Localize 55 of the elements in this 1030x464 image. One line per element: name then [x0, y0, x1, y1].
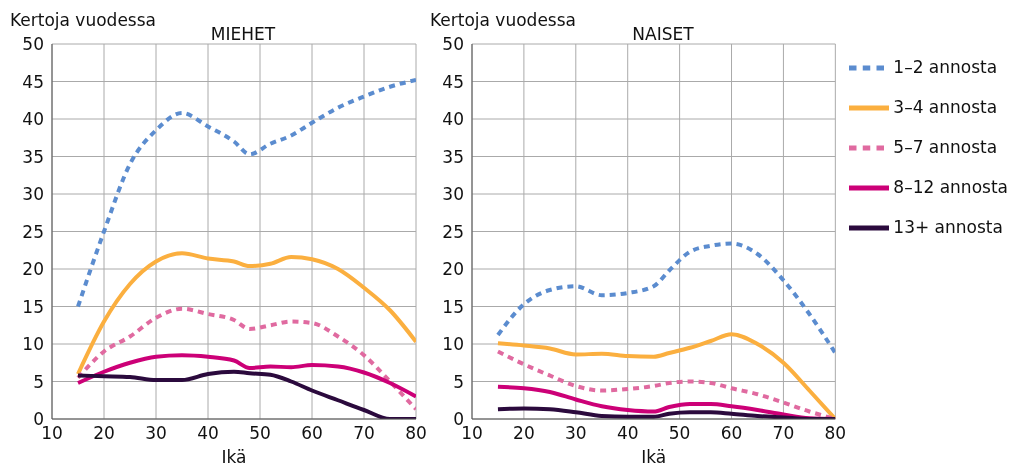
legend-label: 1–2 annosta	[893, 57, 998, 77]
y-tick-label: 45	[442, 71, 464, 92]
x-tick-label: 30	[564, 423, 587, 444]
chart-title: NAISET	[632, 24, 694, 44]
x-axis-title: Ikä	[641, 447, 667, 464]
y-tick-label: 0	[453, 409, 464, 430]
y-tick-label: 35	[442, 146, 464, 167]
line-series	[76, 78, 416, 309]
x-tick-label: 20	[513, 423, 535, 444]
y-tick-label: 40	[442, 109, 464, 130]
legend-label: 8–12 annosta	[893, 177, 1008, 197]
y-tick-label: 10	[22, 334, 44, 355]
y-tick-label: 5	[33, 371, 44, 392]
y-tick-label: 45	[22, 71, 44, 92]
x-tick-label: 40	[197, 423, 219, 444]
line-series	[495, 241, 836, 355]
line-series	[76, 369, 416, 419]
y-tick-label: 30	[22, 184, 44, 205]
x-tick-label: 20	[93, 423, 115, 444]
x-tick-label: 70	[772, 423, 795, 444]
y-tick-label: 15	[442, 296, 464, 317]
y-tick-label: 50	[22, 34, 44, 55]
y-axis-title: Kertoja vuodessa	[10, 10, 156, 30]
line-series	[76, 306, 416, 412]
y-tick-label: 20	[22, 259, 44, 280]
legend-label: 3–4 annosta	[893, 97, 998, 117]
legend-label: 13+ annosta	[893, 217, 1003, 237]
line-series	[495, 406, 836, 419]
y-tick-label: 40	[22, 109, 44, 130]
x-tick-label: 40	[616, 423, 639, 444]
x-tick-label: 50	[668, 423, 691, 444]
x-tick-label: 60	[720, 423, 743, 444]
y-tick-label: 15	[22, 296, 44, 317]
y-tick-label: 10	[442, 334, 464, 355]
y-axis-title: Kertoja vuodessa	[430, 10, 576, 30]
x-tick-label: 30	[145, 423, 167, 444]
legend-label: 5–7 annosta	[893, 137, 998, 157]
x-tick-label: 80	[405, 423, 427, 444]
y-tick-label: 30	[442, 184, 464, 205]
y-tick-label: 25	[442, 221, 464, 242]
x-tick-label: 70	[353, 423, 375, 444]
line-series	[76, 353, 416, 399]
y-tick-label: 35	[22, 146, 44, 167]
y-tick-label: 0	[33, 409, 44, 430]
x-axis-title: Ikä	[221, 447, 247, 464]
line-series	[76, 251, 416, 376]
x-tick-label: 60	[301, 423, 323, 444]
x-tick-label: 80	[824, 423, 847, 444]
line-series	[495, 332, 836, 419]
y-tick-label: 5	[453, 371, 464, 392]
chart-title: MIEHET	[210, 24, 276, 44]
x-tick-label: 50	[249, 423, 271, 444]
y-tick-label: 20	[442, 259, 464, 280]
y-tick-label: 50	[442, 34, 464, 55]
y-tick-label: 25	[22, 221, 44, 242]
